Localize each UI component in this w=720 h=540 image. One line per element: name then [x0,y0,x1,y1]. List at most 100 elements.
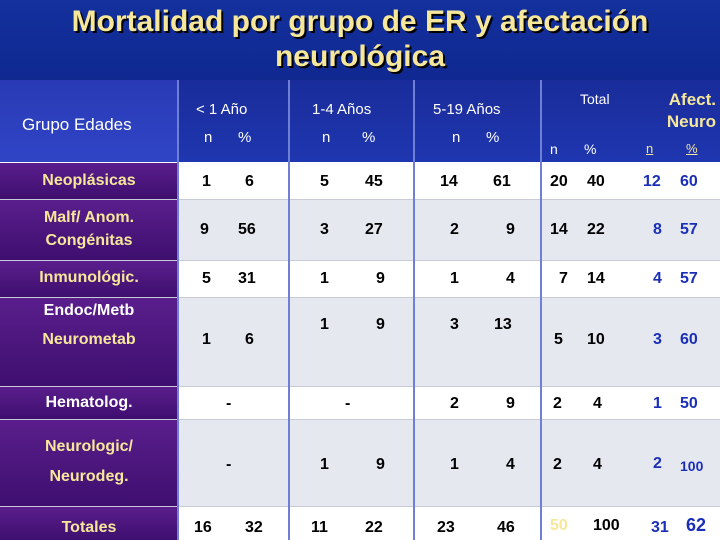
column-divider [540,80,542,540]
cell-5-19-pct: 9 [506,395,515,412]
cell-total-pct: 14 [587,270,605,287]
row-background [178,507,720,540]
header-n: n [204,129,213,146]
cell-1-4-dash: - [345,395,351,412]
cell-total-n: 7 [559,270,568,287]
title-line-1: Mortalidad por grupo de ER y afectación [71,5,649,38]
row-background [178,387,720,419]
header-pct: % [362,129,376,146]
row-background [178,261,720,297]
cell-5-19-n: 23 [437,519,455,536]
cell-afect-n: 2 [653,455,662,472]
cell-5-19-pct: 13 [494,316,512,333]
cell-5-19-n: 2 [450,221,459,238]
cell-1-4-pct: 45 [365,173,383,190]
row-label-endoc-metb: Endoc/Metb Neurometab [0,298,178,387]
cell-total-pct: 4 [593,395,602,412]
cell-total-pct: 100 [593,517,620,534]
header-row-label-cell [0,80,178,162]
header-row-label: Grupo Edades [22,115,132,134]
header-group-5-19: 5-19 Años [433,101,501,118]
row-divider [0,260,720,261]
cell-total-pct: 40 [587,173,605,190]
header-afect-line1: Afect. [668,90,716,109]
row-label-neurologic: Neurologic/ Neurodeg. [0,420,178,507]
row-background [178,420,720,506]
cell-afect-pct: 57 [680,270,698,287]
slide-title: Mortalidad por grupo de ER y afectación … [0,4,720,74]
cell-1-4-pct: 27 [365,221,383,238]
row-label-neoplasicas: Neoplásicas [0,163,178,200]
cell-lt1-pct: 31 [238,270,256,287]
row-divider [0,199,720,200]
cell-afect-n: 8 [653,221,662,238]
cell-lt1-n: 9 [200,221,209,238]
cell-5-19-pct: 9 [506,221,515,238]
header-group-1-4: 1-4 Años [312,101,372,118]
row-divider [0,386,720,387]
column-divider [413,80,415,540]
cell-afect-pct: 60 [680,331,698,348]
cell-afect-n: 12 [643,173,661,190]
cell-afect-n: 4 [653,270,662,287]
header-afect-pct: % [686,141,698,156]
cell-5-19-n: 14 [440,173,458,190]
cell-1-4-n: 5 [320,173,329,190]
header-pct: % [238,129,252,146]
cell-lt1-pct: 6 [245,331,254,348]
cell-total-pct: 10 [587,331,605,348]
cell-lt1-dash: - [226,456,232,473]
header-group-lt1: < 1 Año [196,101,248,118]
cell-5-19-n: 1 [450,456,459,473]
cell-afect-n: 31 [651,519,669,536]
row-divider [0,506,720,507]
cell-5-19-n: 2 [450,395,459,412]
header-n: n [452,129,461,146]
row-label-hematolog: Hematolog. [0,387,178,420]
title-line-2: neurológica [274,40,446,73]
row-background [178,298,720,386]
header-pct: % [486,129,500,146]
cell-lt1-n: 1 [202,173,211,190]
cell-1-4-n: 11 [311,519,328,536]
cell-5-19-pct: 4 [506,456,515,473]
row-divider [0,297,720,298]
row-label-malformaciones: Malf/ Anom. Congénitas [0,200,178,261]
cell-1-4-n: 3 [320,221,329,238]
row-divider [0,419,720,420]
cell-1-4-n: 1 [320,270,329,287]
row-background [178,200,720,260]
cell-total-n: 20 [550,173,568,190]
cell-total-n: 50 [550,517,568,534]
cell-lt1-pct: 56 [238,221,256,238]
header-afect-line2: Neuro [666,112,716,131]
row-label-totales: Totales [0,507,178,540]
cell-lt1-dash: - [226,395,232,412]
column-divider [288,80,290,540]
cell-5-19-pct: 4 [506,270,515,287]
column-divider [177,80,179,540]
cell-1-4-pct: 22 [365,519,383,536]
cell-5-19-n: 1 [450,270,459,287]
cell-1-4-pct: 9 [376,270,385,287]
cell-lt1-pct: 6 [245,173,254,190]
cell-total-n: 2 [553,395,562,412]
cell-afect-n: 3 [653,331,662,348]
header-pct: % [584,141,597,157]
header-n: n [550,141,558,157]
cell-afect-pct: 60 [680,173,698,190]
cell-total-n: 14 [550,221,568,238]
row-label-inmunologic: Inmunológic. [0,261,178,298]
cell-afect-pct: 50 [680,395,698,412]
cell-total-pct: 4 [593,456,602,473]
cell-lt1-pct: 32 [245,519,263,536]
cell-5-19-pct: 46 [497,519,515,536]
cell-afect-pct: 100 [680,458,704,474]
cell-1-4-pct: 9 [376,316,385,333]
cell-afect-n: 1 [653,395,662,412]
header-n: n [322,129,331,146]
row-divider [0,162,720,163]
cell-lt1-n: 16 [194,519,212,536]
cell-lt1-n: 1 [202,331,211,348]
cell-1-4-n: 1 [320,456,329,473]
